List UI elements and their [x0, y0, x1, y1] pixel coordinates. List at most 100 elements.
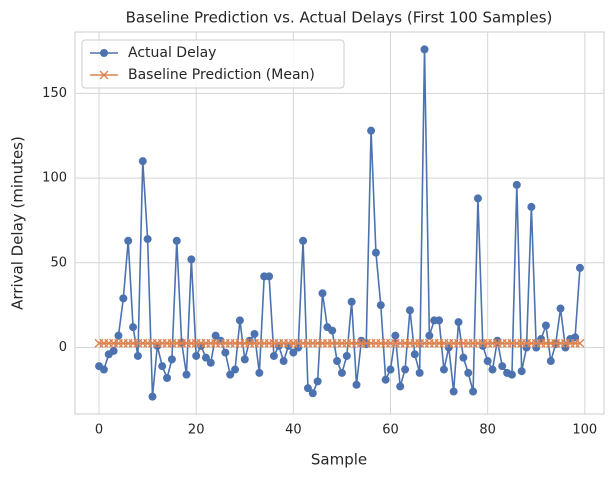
marker [172, 236, 181, 245]
marker [386, 365, 395, 374]
marker [109, 346, 118, 355]
marker [376, 301, 385, 310]
marker [367, 126, 376, 135]
y-axis-label: Arrival Delay (minutes) [9, 136, 27, 310]
marker [129, 323, 138, 332]
legend: Actual Delay Baseline Prediction (Mean) [81, 39, 345, 89]
marker [187, 255, 196, 264]
marker [439, 365, 448, 374]
grid [75, 32, 604, 414]
marker [299, 236, 308, 245]
series [95, 45, 584, 401]
marker [182, 370, 191, 379]
marker [133, 351, 142, 360]
marker [575, 263, 584, 272]
marker [469, 387, 478, 396]
marker [303, 384, 312, 393]
marker [415, 368, 424, 377]
marker [226, 370, 235, 379]
marker [163, 374, 172, 383]
marker [192, 351, 201, 360]
y-tick-label: 0 [59, 340, 67, 355]
marker [114, 331, 123, 340]
marker [512, 180, 521, 189]
marker [352, 380, 361, 389]
marker [454, 318, 463, 327]
marker [517, 367, 526, 376]
legend-box [81, 39, 345, 89]
marker [435, 316, 444, 325]
x-tick-label: 0 [95, 423, 103, 438]
marker [148, 392, 157, 401]
marker [99, 70, 109, 80]
marker [265, 272, 274, 281]
marker [143, 235, 152, 244]
marker [221, 348, 230, 357]
marker [138, 157, 147, 166]
marker [381, 375, 390, 384]
marker [313, 377, 322, 386]
x-tick-label: 80 [479, 423, 496, 438]
marker [158, 362, 167, 371]
marker [240, 355, 249, 364]
series [94, 338, 585, 348]
marker [498, 362, 507, 371]
x-tick-label: 60 [382, 423, 399, 438]
marker [231, 365, 240, 374]
y-tick-label: 50 [50, 255, 67, 270]
x-tick-label: 20 [188, 423, 205, 438]
chart-title: Baseline Prediction vs. Actual Delays (F… [126, 9, 553, 27]
marker [571, 333, 580, 342]
line [98, 49, 581, 397]
marker [100, 49, 108, 57]
marker [235, 316, 244, 325]
x-axis-label: Sample [311, 451, 367, 469]
marker [459, 353, 468, 362]
marker [308, 389, 317, 398]
marker [410, 350, 419, 359]
marker [546, 357, 555, 366]
marker [541, 321, 550, 330]
marker [527, 202, 536, 211]
marker [333, 357, 342, 366]
marker [167, 355, 176, 364]
marker [507, 370, 516, 379]
marker [119, 294, 128, 303]
marker [347, 297, 356, 306]
marker [342, 351, 351, 360]
marker [269, 351, 278, 360]
marker [420, 45, 429, 54]
marker [405, 306, 414, 315]
marker [556, 304, 565, 313]
marker [255, 368, 264, 377]
marker [371, 248, 380, 257]
marker [488, 365, 497, 374]
marker [391, 331, 400, 340]
marker [250, 329, 259, 338]
x-tick-label: 100 [572, 423, 597, 438]
x-tick-label: 40 [285, 423, 302, 438]
y-tick-label: 100 [42, 171, 67, 186]
marker [396, 382, 405, 391]
marker [206, 358, 215, 367]
marker [425, 331, 434, 340]
marker [449, 387, 458, 396]
marker [575, 338, 585, 348]
marker [318, 289, 327, 298]
marker [201, 353, 210, 362]
marker [337, 368, 346, 377]
marker [483, 357, 492, 366]
marker [401, 365, 410, 374]
legend-label: Actual Delay [128, 45, 216, 61]
marker [279, 357, 288, 366]
marker [328, 326, 337, 335]
marker [473, 194, 482, 203]
marker [464, 368, 473, 377]
legend-label: Baseline Prediction (Mean) [128, 67, 315, 83]
marker [289, 348, 298, 357]
y-tick-label: 150 [42, 86, 67, 101]
marker [211, 331, 220, 340]
marker [124, 236, 133, 245]
marker [99, 365, 108, 374]
